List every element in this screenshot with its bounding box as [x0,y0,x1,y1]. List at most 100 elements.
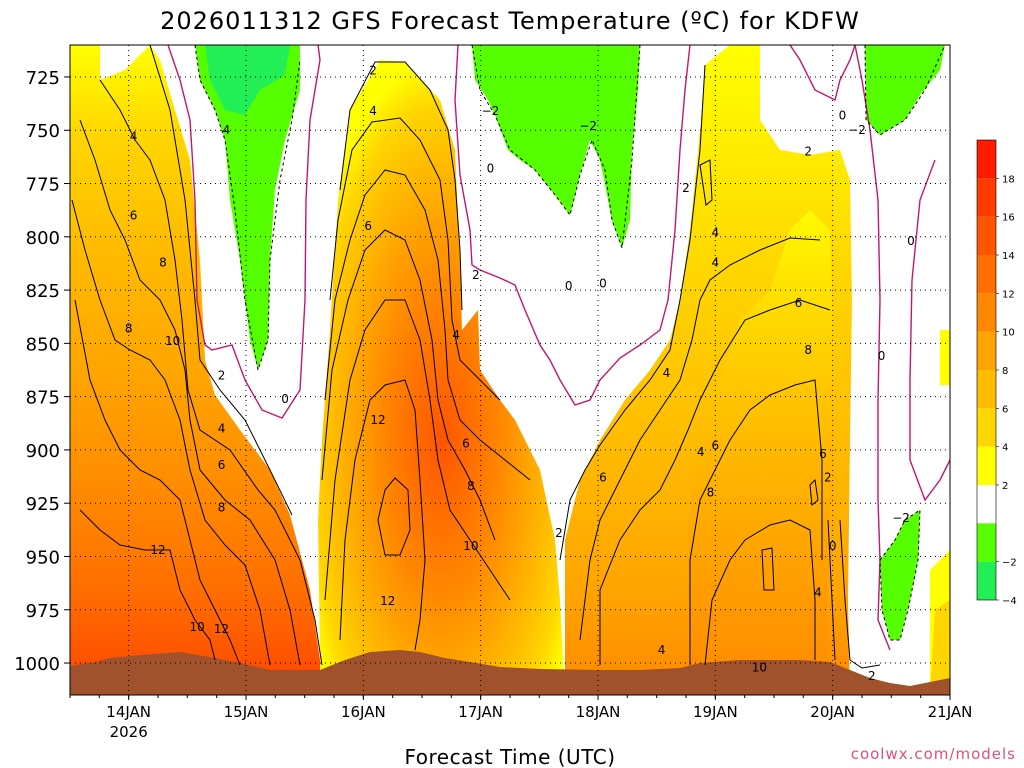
zero-contour-2 [454,45,691,406]
isotherm-4-b [329,117,501,401]
contour-label: 2 [824,471,832,485]
isotherm-8-d [809,478,819,506]
contour-label: 4 [814,586,822,600]
isotherm-4-e [827,519,836,661]
isotherm-14-b [377,477,411,556]
warm-region-2 [318,60,565,695]
colorbar-band [977,523,996,562]
y-tick-label: 800 [26,228,60,249]
colorbar-band [977,485,996,524]
x-tick-label: 18JAN [576,703,621,721]
contour-label: 6 [795,296,803,310]
colorbar-band [977,446,996,485]
y-tick-label: 950 [26,547,60,568]
warm-core-19jan [688,210,835,695]
colorbar-band [977,216,996,255]
contour-label: 0 [907,234,915,248]
colorbar-band [977,140,996,179]
contour-label: 4 [712,255,720,269]
x-tick-label: 15JAN [224,703,269,721]
isotherm-2-c [559,64,706,561]
colorbar-tick-label: 18 [1002,174,1015,185]
contour-label: 4 [712,226,720,240]
zero-contour-3 [789,45,856,102]
contour-label: 4 [130,130,138,144]
colorbar-tick-label: 2 [1002,481,1008,492]
colorbar-tick-label: 8 [1002,366,1008,377]
cold-region-1 [195,45,300,370]
colorbar-band [977,178,996,217]
isotherm-4-a [99,79,323,666]
isotherm-2-d [839,519,881,669]
colorbar-tick-label: 6 [1002,404,1008,415]
contour-label: 6 [364,219,372,233]
contour-label: 0 [878,349,886,363]
contour-label: 12 [150,543,165,557]
y-tick-label: 775 [26,175,60,196]
x-tick-label: 21JAN [928,703,973,721]
contour-label: 12 [214,622,229,636]
contour-label: 8 [804,343,812,357]
isotherm-4-c [579,237,821,641]
contour-label: 2 [369,64,377,78]
contour-label: 6 [130,208,138,222]
plot-area [70,45,950,695]
contour-label: 0 [565,279,573,293]
contour-label: 10 [165,334,180,348]
isotherm-2-b [339,61,463,311]
x-tick-year: 2026 [110,723,148,741]
contour-label: 12 [370,413,385,427]
y-tick-label: 850 [26,334,60,355]
isotherm-10-a [74,299,241,666]
isotherm-neg2-d [879,509,921,641]
colorbar-band [977,561,996,600]
contour-label: 0 [487,162,495,176]
contour-label: 10 [752,660,767,674]
y-tick-label: 925 [26,494,60,515]
y-tick-label: 900 [26,441,60,462]
chart-title: 2026011312 GFS Forecast Temperature (ºC)… [160,7,860,35]
contour-label: 8 [159,255,167,269]
contour-label: 2 [804,145,812,159]
isotherms [71,45,946,669]
colorbar-tick-label: 12 [1002,289,1015,300]
contour-label: 2 [472,268,480,282]
isotherm-6-a [79,119,301,666]
contour-label: −2 [579,119,597,133]
y-tick-label: 750 [26,121,60,142]
contour-label: 6 [712,439,720,453]
contour-label: 4 [218,422,226,436]
contour-label: 12 [380,594,395,608]
warm-region-5 [930,600,950,695]
colorbar-band [977,293,996,332]
contour-label: 6 [218,458,226,472]
contour-label: 10 [463,539,478,553]
x-tick-label: 20JAN [810,703,855,721]
isotherm-4-d [699,159,713,206]
contour-label: 4 [452,328,460,342]
isotherm-8-a [71,199,271,666]
contour-label: 8 [218,500,226,514]
cold-region-4 [880,510,920,640]
grid [70,45,950,695]
contour-label: 6 [462,437,470,451]
contour-label: 0 [599,277,607,291]
contour-label: 0 [281,392,289,406]
colorbar-band [977,331,996,370]
x-tick-label: 17JAN [458,703,503,721]
isotherm-8-c [689,379,823,665]
contour-label: 2 [868,669,876,683]
isotherm-neg2-c [864,45,946,136]
y-tick-label: 975 [26,601,60,622]
colorbar-tick-label: 10 [1002,328,1015,339]
contour-label: −2 [482,104,500,118]
x-tick-label: 16JAN [341,703,386,721]
contour-label: 0 [829,539,837,553]
colorbar-band [977,370,996,409]
colorbar: 18 16 14 12 10 8 6 4 2 −2 −4 [976,139,1017,607]
contour-label: 4 [697,445,705,459]
isotherm-12-a [79,509,216,661]
isotherm-10-b [324,299,511,601]
